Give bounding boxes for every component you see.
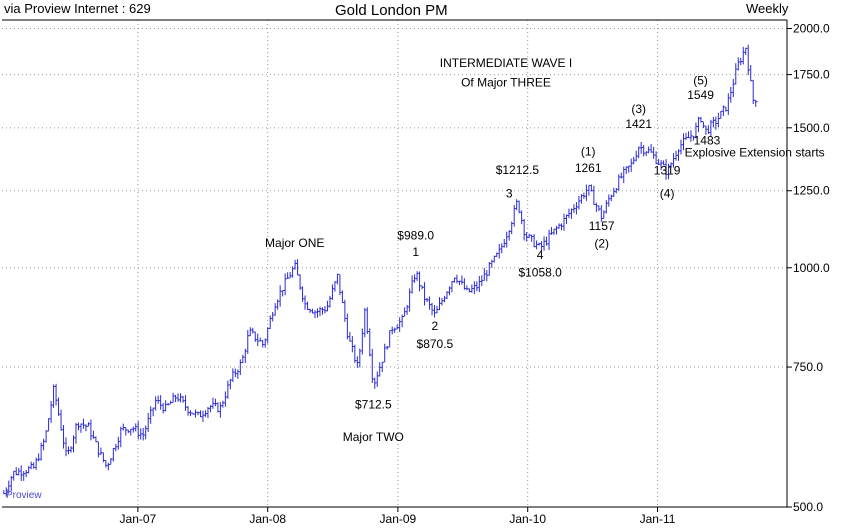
annotation-label: 1319	[654, 164, 681, 178]
annotation-label: 1	[412, 245, 419, 259]
annotation-label: Of Major THREE	[461, 76, 551, 90]
annotation-label: Major ONE	[265, 236, 324, 250]
annotation-label: 2	[432, 319, 439, 333]
annotation-label: 4	[537, 248, 544, 262]
y-tick-label: 2000.0	[793, 22, 830, 36]
annotation-label: 1549	[687, 88, 714, 102]
x-tick-label: Jan-10	[509, 512, 546, 526]
annotation-label: $870.5	[417, 337, 454, 351]
annotation-label: INTERMEDIATE WAVE I	[440, 56, 572, 70]
annotation-label: Explosive Extension starts	[685, 146, 825, 160]
annotation-label: 1261	[575, 161, 602, 175]
x-axis: Jan-07 Jan-08 Jan-09 Jan-10 Jan-11	[120, 507, 676, 526]
annotations: Major ONE $712.5 Major TWO $989.0 1 2 $870.5 $1…	[265, 56, 825, 444]
proview-logo: Proview	[6, 490, 42, 501]
x-tick-label: Jan-08	[249, 512, 286, 526]
period-label: Weekly	[746, 1, 789, 16]
plot-frame	[2, 19, 788, 508]
y-tick-label: 1000.0	[793, 261, 830, 275]
annotation-label: 1157	[589, 219, 615, 233]
annotation-label: $712.5	[355, 398, 392, 412]
annotation-label: 3	[506, 187, 513, 201]
y-tick-label: 1500.0	[793, 121, 830, 135]
source-label: via Proview Internet : 629	[4, 1, 151, 16]
annotation-label: $1212.5	[496, 163, 540, 177]
y-tick-label: 1750.0	[793, 68, 830, 82]
chart-title: Gold London PM	[335, 2, 448, 19]
y-tick-label: 750.0	[793, 360, 823, 374]
annotation-label: (4)	[660, 187, 675, 201]
y-axis: 500.0 750.0 1000.0 1250.0 1500.0 1750.0 2000.0	[787, 22, 830, 514]
annotation-label: (1)	[581, 144, 596, 158]
annotation-label: $989.0	[397, 229, 434, 243]
price-bars	[3, 44, 758, 497]
annotation-label: (3)	[631, 102, 646, 116]
annotation-label: 1483	[694, 133, 721, 147]
y-tick-label: 1250.0	[793, 184, 830, 198]
annotation-label: (2)	[594, 237, 609, 251]
x-tick-label: Jan-09	[380, 512, 417, 526]
annotation-label: 1421	[625, 117, 652, 131]
y-tick-label: 500.0	[793, 500, 823, 514]
annotation-label: Major TWO	[343, 430, 404, 444]
x-tick-label: Jan-11	[640, 512, 676, 526]
annotation-label: $1058.0	[518, 265, 562, 279]
annotation-label: (5)	[693, 74, 708, 88]
x-tick-label: Jan-07	[120, 512, 157, 526]
